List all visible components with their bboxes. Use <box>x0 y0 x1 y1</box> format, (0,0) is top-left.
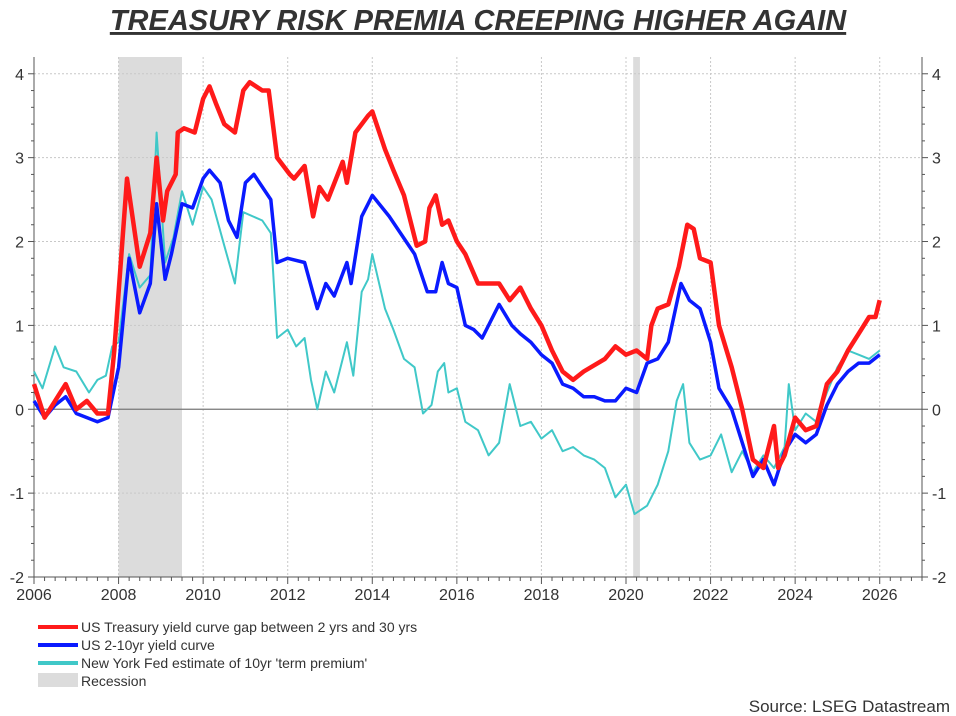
x-tick-label: 2024 <box>777 587 813 604</box>
y-tick-label-right: 0 <box>932 402 941 419</box>
legend-label: Recession <box>81 673 146 689</box>
series-lines <box>31 79 882 516</box>
x-tick-label: 2018 <box>524 587 560 604</box>
x-tick-label: 2014 <box>354 587 390 604</box>
x-tick-label: 2016 <box>439 587 475 604</box>
x-tick-label: 2012 <box>270 587 306 604</box>
x-tick-label: 2026 <box>862 587 898 604</box>
legend-label: New York Fed estimate of 10yr 'term prem… <box>81 655 367 671</box>
legend-label: US 2-10yr yield curve <box>81 637 215 653</box>
legend-swatch-recession <box>38 673 78 687</box>
chart-title: TREASURY RISK PREMIA CREEPING HIGHER AGA… <box>110 5 847 37</box>
x-tick-label: 2006 <box>16 587 52 604</box>
x-tick-label: 2010 <box>185 587 221 604</box>
y-tick-label: 2 <box>15 235 24 252</box>
source-note: Source: LSEG Datastream <box>749 697 950 716</box>
x-tick-label: 2020 <box>608 587 644 604</box>
recession-band <box>633 57 640 577</box>
y-tick-label: -1 <box>10 486 24 503</box>
x-tick-label: 2008 <box>101 587 137 604</box>
y-tick-label: 0 <box>15 402 24 419</box>
y-tick-label-right: -2 <box>932 570 946 587</box>
y-tick-label-right: 2 <box>932 235 941 252</box>
y-tick-label: 1 <box>15 318 24 335</box>
gridlines <box>34 57 922 577</box>
y-tick-label: -2 <box>10 570 24 587</box>
x-tick-label: 2022 <box>693 587 729 604</box>
axes: -2 -2 -1 -1 0 0 1 1 2 2 3 3 4 4 2006 2008 2010 2012 2014 20… <box>10 57 946 604</box>
series-line <box>33 131 881 516</box>
y-tick-label: 3 <box>15 151 24 168</box>
series-line <box>32 168 881 487</box>
y-tick-label: 4 <box>15 67 24 84</box>
y-tick-label-right: 1 <box>932 318 941 335</box>
y-tick-label-right: 3 <box>932 151 941 168</box>
recession-bands <box>118 57 640 577</box>
legend: US Treasury yield curve gap between 2 yr… <box>38 619 417 689</box>
legend-label: US Treasury yield curve gap between 2 yr… <box>81 619 417 635</box>
series-line <box>31 79 882 471</box>
y-tick-label-right: -1 <box>932 486 946 503</box>
y-tick-label-right: 4 <box>932 67 941 84</box>
recession-band <box>118 57 182 577</box>
